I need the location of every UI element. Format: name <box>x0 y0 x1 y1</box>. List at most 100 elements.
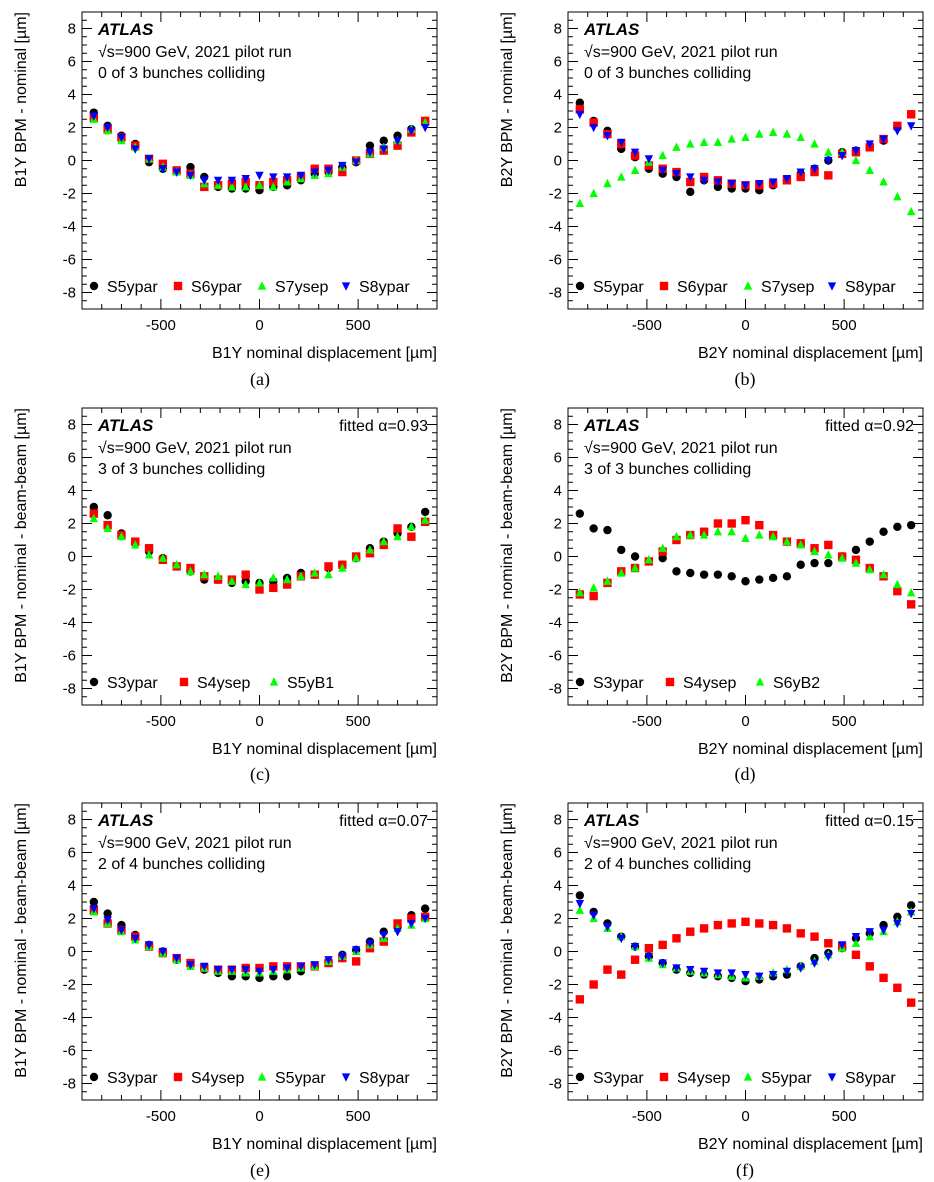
data-point <box>420 123 430 133</box>
y-tick-label: -4 <box>549 219 562 236</box>
data-point <box>713 570 723 579</box>
y-tick-label: -4 <box>63 219 76 236</box>
data-point <box>755 919 764 928</box>
legend-entry: S8ypar <box>845 279 896 296</box>
legend-entry: S5ypar <box>107 279 158 296</box>
series-S5yB1 <box>89 513 430 589</box>
y-tick-label: -6 <box>549 648 562 665</box>
data-point <box>407 532 416 541</box>
data-point <box>699 176 709 186</box>
data-point <box>351 158 361 167</box>
data-point <box>906 206 916 216</box>
data-point <box>906 909 916 919</box>
data-point <box>200 962 209 972</box>
data-point <box>603 965 612 974</box>
legend-marker <box>755 677 765 686</box>
data-point <box>782 175 792 184</box>
data-point <box>144 544 154 553</box>
panel-caption: (a) <box>250 369 270 390</box>
data-point <box>810 546 819 556</box>
data-point <box>575 905 585 914</box>
x-tick-label: 500 <box>832 1108 857 1125</box>
y-axis-label: B2Y BPM - nominal [µm] <box>499 12 516 187</box>
legend-entry: S7ysep <box>275 279 328 296</box>
data-point <box>158 165 168 174</box>
data-point <box>103 123 112 133</box>
data-point <box>241 579 250 589</box>
panel-caption: (c) <box>250 764 270 785</box>
data-point <box>713 526 723 536</box>
data-point <box>658 940 667 950</box>
y-tick-label: 8 <box>68 21 76 38</box>
data-point <box>379 136 388 145</box>
y-tick-label: 2 <box>554 120 562 137</box>
panel-a: -8 -6 -4 -2 0 2 4 6 8 -500 0 500 B1Y nominal displac… <box>13 11 438 390</box>
data-point <box>379 931 388 940</box>
legend-entry: S5ypar <box>593 279 644 296</box>
data-point <box>906 122 916 131</box>
y-tick-label: -2 <box>549 977 562 994</box>
data-point <box>269 966 278 975</box>
panel-e: -8 -6 -4 -2 0 2 4 6 8 -500 0 500 B1Y nominal displac… <box>13 802 438 1181</box>
legend-marker <box>575 1072 585 1082</box>
y-tick-label: 4 <box>554 87 562 104</box>
data-point <box>824 540 833 550</box>
x-tick-label: 500 <box>832 713 857 730</box>
series-S4ysep <box>89 906 430 974</box>
series-S8ypar <box>575 900 916 982</box>
data-point <box>393 524 402 533</box>
data-point <box>837 151 847 161</box>
legend-entry: S6yB2 <box>773 675 820 692</box>
series-S7ysep <box>575 127 916 216</box>
data-point <box>893 579 902 589</box>
y-axis-label: B1Y BPM - nominal - beam-beam [µm] <box>13 803 30 1078</box>
data-point <box>420 914 430 924</box>
data-point <box>365 141 375 150</box>
data-point <box>103 523 112 533</box>
data-point <box>741 917 750 926</box>
y-tick-label: 2 <box>68 120 76 137</box>
legend-marker <box>743 281 753 290</box>
data-point <box>851 950 861 959</box>
legend-marker <box>575 677 585 687</box>
data-point <box>589 524 598 533</box>
y-tick-label: -4 <box>549 1010 562 1027</box>
legend-marker <box>89 281 99 291</box>
x-tick-label: 500 <box>346 713 371 730</box>
data-point <box>89 897 99 907</box>
data-point <box>824 550 833 559</box>
data-point <box>768 127 778 137</box>
data-point <box>741 132 750 141</box>
data-point <box>324 956 333 965</box>
data-point <box>117 133 126 143</box>
legend-marker <box>173 1072 183 1082</box>
data-point <box>755 972 764 982</box>
data-point <box>686 139 695 148</box>
data-point <box>575 588 585 597</box>
data-point <box>282 173 292 182</box>
data-point <box>713 969 723 978</box>
y-axis-label: B1Y BPM - nominal - beam-beam [µm] <box>13 408 30 683</box>
y-tick-label: 0 <box>68 549 76 566</box>
data-point <box>893 192 902 201</box>
data-point <box>713 519 723 528</box>
legend-entry: S7ysep <box>761 279 814 296</box>
data-point <box>89 502 99 512</box>
legend-marker <box>743 1072 753 1081</box>
x-axis-label: B1Y nominal displacement [µm] <box>212 741 437 758</box>
y-tick-label: -8 <box>549 681 562 698</box>
panel-b: -8 -6 -4 -2 0 2 4 6 8 -500 0 500 B2Y nominal displac… <box>499 11 924 390</box>
data-point <box>893 586 902 596</box>
legend-entry: S8ypar <box>845 1070 896 1087</box>
data-point <box>103 916 112 925</box>
data-point <box>186 566 195 575</box>
data-point <box>796 132 805 141</box>
energy-run-label: √s=900 GeV, 2021 pilot run <box>98 835 292 852</box>
legend-entry: S6ypar <box>677 279 728 296</box>
x-tick-label: 0 <box>255 317 263 334</box>
data-point <box>865 140 874 149</box>
data-point <box>796 929 805 938</box>
data-point <box>630 955 640 964</box>
energy-run-label: √s=900 GeV, 2021 pilot run <box>584 44 778 61</box>
data-point <box>617 934 626 944</box>
